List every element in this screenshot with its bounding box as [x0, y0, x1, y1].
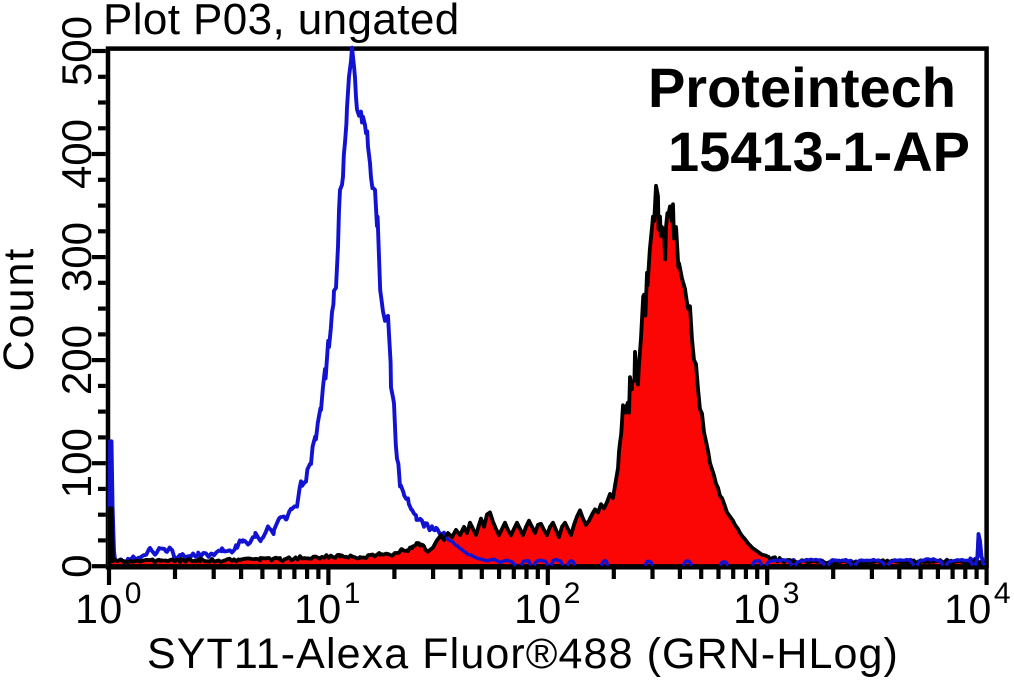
svg-text:300: 300 — [53, 222, 100, 292]
svg-text:500: 500 — [53, 16, 100, 86]
svg-text:Count: Count — [0, 247, 43, 372]
svg-text:200: 200 — [53, 325, 100, 395]
svg-text:100: 100 — [53, 428, 100, 498]
svg-text:400: 400 — [53, 119, 100, 189]
svg-text:0: 0 — [53, 555, 100, 578]
